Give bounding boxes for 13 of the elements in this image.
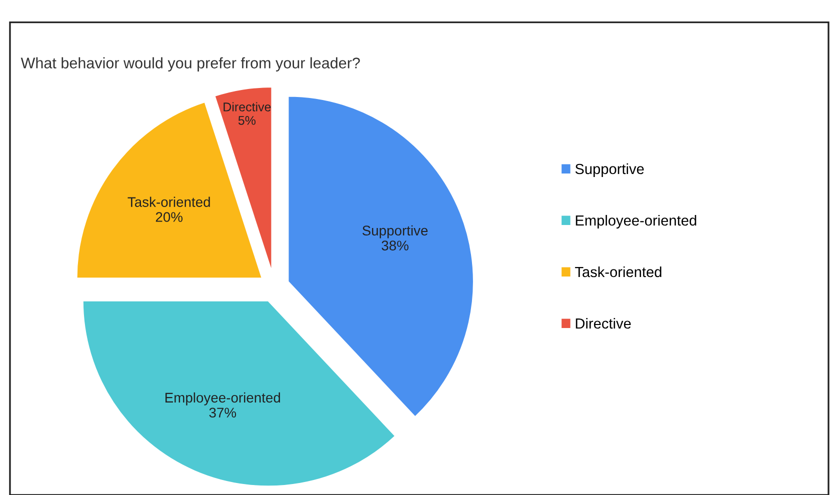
data-label: 38%	[382, 240, 408, 250]
chart-title: What behavior would you prefer from your leader?	[20, 57, 360, 72]
slice-label: Employee-oriented	[165, 392, 280, 406]
legend-label: Employee-oriented	[576, 214, 696, 229]
slice-label: Task-oriented	[128, 196, 210, 207]
legend-label: Directive	[576, 318, 631, 329]
data-label: 20%	[156, 212, 183, 222]
data-label: 37%	[209, 408, 236, 418]
slice-label: Directive	[224, 102, 271, 112]
data-label: 5%	[238, 116, 256, 125]
legend-label: Task-oriented	[575, 266, 662, 278]
legend-label: Supportive	[575, 163, 644, 178]
slice-label: Supportive	[362, 225, 428, 238]
